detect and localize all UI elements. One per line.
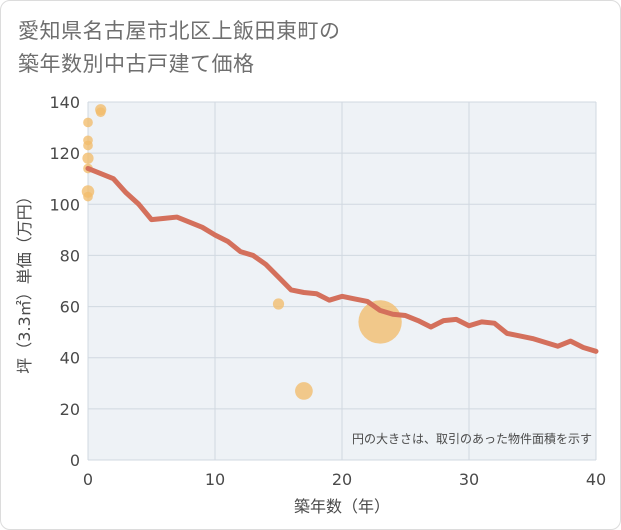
x-tick-label: 30 (459, 470, 479, 489)
x-tick-label: 10 (205, 470, 225, 489)
x-axis-label: 築年数（年） (294, 497, 390, 516)
average-price-line (85, 165, 599, 354)
y-tick-label: 20 (60, 400, 80, 419)
y-tick-label: 140 (49, 93, 80, 112)
y-tick-label: 40 (60, 349, 80, 368)
y-tick-label: 0 (70, 451, 80, 470)
x-tick-label: 40 (586, 470, 606, 489)
y-tick-label: 100 (49, 195, 80, 214)
gridlines (87, 101, 597, 461)
bubble-point (95, 107, 106, 118)
y-tick-label: 120 (49, 144, 80, 163)
bubble-point (83, 140, 93, 151)
y-tick-label: 80 (60, 246, 80, 265)
bubble-point (295, 382, 313, 400)
bubble-point (272, 298, 285, 310)
bubble-point (358, 300, 402, 344)
y-tick-label: 60 (60, 298, 80, 317)
y-axis-ticks: 0 20 40 60 80 100 120 140 (49, 93, 80, 470)
x-axis-ticks: 0 10 20 30 40 (83, 470, 606, 489)
x-tick-label: 20 (332, 470, 352, 489)
bubble-point (83, 191, 93, 202)
size-note: 円の大きさは、取引のあった物件面積を示す (352, 431, 592, 446)
chart-title: 愛知県名古屋市北区上飯田東町の 築年数別中古戸建て価格 (18, 15, 341, 81)
y-axis-label: 坪（3.3㎡）単価（万円） (15, 188, 34, 373)
x-tick-label: 0 (83, 470, 93, 489)
bubble-point (82, 152, 94, 164)
chart-title-line-2: 築年数別中古戸建て価格 (18, 52, 255, 76)
chart-title-line-1: 愛知県名古屋市北区上飯田東町の (18, 19, 341, 43)
bubble-point (83, 117, 93, 128)
